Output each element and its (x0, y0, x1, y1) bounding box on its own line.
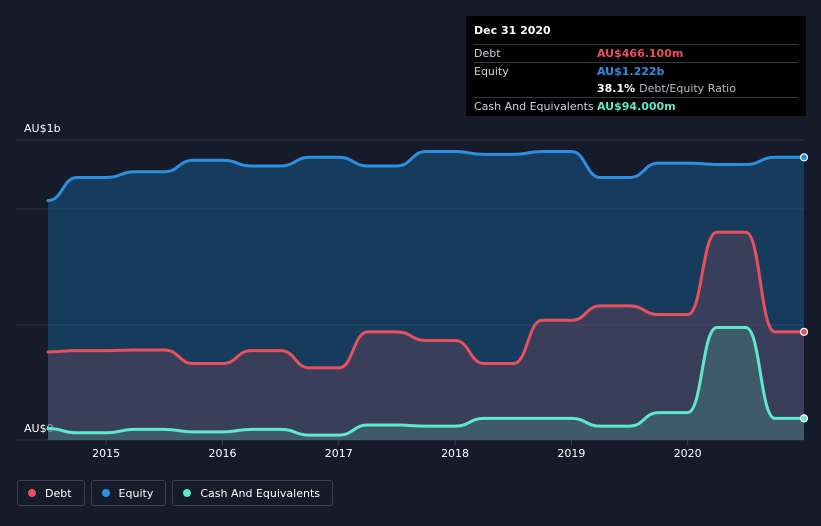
legend-item-cash[interactable]: Cash And Equivalents (172, 480, 333, 506)
cash-area (48, 327, 804, 440)
cash-end-marker (799, 414, 809, 423)
y-axis-bottom-label: AU$0 (24, 422, 54, 435)
y-axis-top-label: AU$1b (24, 122, 61, 135)
tooltip-row-debt: Debt AU$466.100m (474, 44, 798, 62)
x-tick-label: 2015 (92, 447, 120, 460)
chart-tooltip: Dec 31 2020 Debt AU$466.100m Equity AU$1… (466, 16, 806, 116)
x-tick-label: 2017 (325, 447, 353, 460)
tooltip-debt-label: Debt (474, 47, 501, 60)
debt-area (48, 232, 804, 440)
x-tick-label: 2016 (208, 447, 236, 460)
x-tick-label: 2018 (441, 447, 469, 460)
tooltip-ratio-value: 38.1% (597, 82, 636, 95)
equity-legend-dot-icon (101, 489, 110, 497)
cash-legend-dot-icon (183, 489, 192, 497)
legend-item-debt[interactable]: Debt (17, 480, 85, 506)
debt-end-marker (799, 327, 809, 336)
equity-line (46, 150, 806, 203)
tooltip-equity-value: AU$1.222b (597, 65, 665, 78)
x-tick-label: 2019 (557, 447, 585, 460)
tooltip-row-cash: Cash And Equivalents AU$94.000m (474, 97, 798, 115)
legend-label-equity: Equity (118, 486, 154, 500)
debt-line (46, 230, 806, 370)
tooltip-row-ratio: 38.1% Debt/Equity Ratio (474, 80, 798, 97)
legend-item-equity[interactable]: Equity (90, 480, 167, 506)
legend-label-cash: Cash And Equivalents (200, 486, 320, 500)
tooltip-cash-label: Cash And Equivalents (474, 100, 594, 113)
debt-legend-dot-icon (28, 489, 36, 497)
x-tick-label: 2020 (674, 447, 702, 460)
tooltip-row-equity: Equity AU$1.222b (474, 62, 798, 80)
tooltip-debt-value: AU$466.100m (597, 47, 684, 60)
tooltip-cash-value: AU$94.000m (597, 100, 676, 113)
tooltip-ratio-label: Debt/Equity Ratio (639, 82, 736, 95)
chart-legend: Debt Equity Cash And Equivalents (17, 480, 333, 506)
cash-line (46, 326, 806, 437)
tooltip-date: Dec 31 2020 (474, 24, 551, 37)
equity-area (48, 151, 804, 441)
legend-label-debt: Debt (45, 486, 72, 500)
tooltip-equity-label: Equity (474, 65, 509, 78)
equity-end-marker (799, 153, 809, 162)
